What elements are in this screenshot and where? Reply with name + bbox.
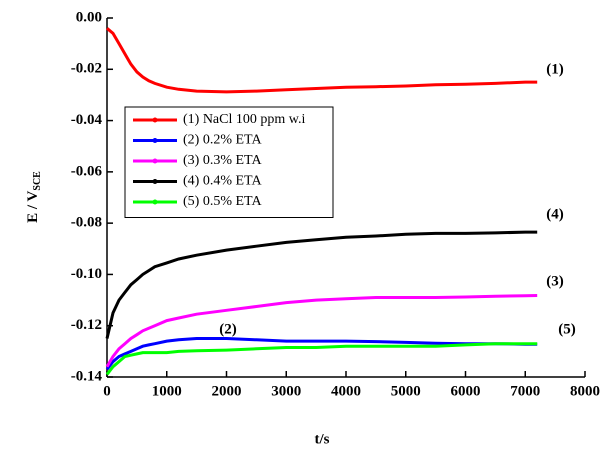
x-tick-label: 3000	[271, 383, 301, 399]
x-tick-label: 8000	[570, 383, 600, 399]
series-line	[105, 294, 538, 368]
legend-marker	[152, 158, 158, 164]
series-line	[105, 337, 538, 371]
y-axis-label-sub: SCE	[32, 171, 43, 191]
x-tick-label: 5000	[391, 383, 421, 399]
y-tick-label: -0.12	[71, 317, 102, 333]
y-tick-label: -0.02	[71, 61, 102, 77]
annotation: (1)	[546, 61, 564, 77]
x-tick-label: 2000	[212, 383, 242, 399]
x-tick-label: 1000	[152, 383, 182, 399]
y-tick-label: -0.14	[71, 368, 103, 384]
annotation: (4)	[546, 206, 564, 222]
x-axis-label: t/s	[315, 431, 330, 447]
y-tick-label: -0.06	[71, 163, 103, 179]
y-tick-label: 0.00	[76, 9, 102, 25]
y-tick-label: -0.08	[71, 215, 102, 231]
x-tick-label: 7000	[510, 383, 540, 399]
annotation: (5)	[558, 321, 576, 337]
x-tick-label: 0	[103, 383, 111, 399]
legend-marker	[152, 117, 158, 123]
legend-label: (5) 0.5% ETA	[183, 194, 262, 209]
x-tick-label: 4000	[331, 383, 361, 399]
y-tick-label: -0.04	[71, 112, 103, 128]
legend-marker	[152, 138, 158, 143]
y-axis-label: E / VSCE	[25, 171, 43, 223]
annotation: (3)	[546, 273, 564, 289]
legend-label: (3) 0.3% ETA	[183, 153, 262, 168]
legend-marker	[152, 199, 158, 205]
legend-label: (2) 0.2% ETA	[183, 133, 262, 148]
series-line	[106, 27, 538, 94]
series-line	[105, 230, 538, 339]
y-tick-label: -0.10	[71, 266, 102, 282]
legend-label: (4) 0.4% ETA	[183, 174, 262, 189]
legend-label: (1) NaCl 100 ppm w.i	[183, 112, 305, 127]
y-axis-label-main: E / V	[25, 190, 41, 222]
series-line	[105, 342, 538, 376]
x-tick-label: 6000	[451, 383, 481, 399]
legend-marker	[152, 179, 158, 184]
annotation: (2)	[219, 321, 237, 337]
